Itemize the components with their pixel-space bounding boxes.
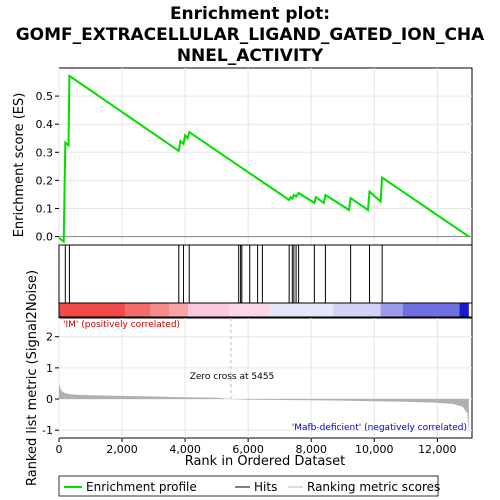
chart-title-line-1: Enrichment plot:	[170, 4, 330, 24]
metric-panel-frame	[58, 317, 473, 439]
color-bar-segment	[59, 303, 126, 317]
hits-panel-frame	[58, 244, 473, 304]
es-y-tick-label: 0.0	[36, 231, 54, 244]
es-y-axis-label: Enrichment score (ES)	[12, 93, 27, 238]
x-tick-label: 2,000	[106, 443, 138, 456]
legend-profile-label: Enrichment profile	[86, 480, 197, 494]
x-tick-label: 0	[56, 443, 63, 456]
metric-y-tick-label: 1	[46, 362, 53, 375]
es-y-ticks: 0.0 0.1 0.2 0.3 0.4 0.5	[36, 90, 59, 244]
es-profile-line	[58, 74, 470, 244]
es-y-tick-label: 0.3	[36, 146, 54, 159]
metric-y-tick-label: -1	[42, 424, 53, 437]
chart-title-line-2: GOMF_EXTRACELLULAR_LIGAND_GATED_ION_CHA	[16, 25, 485, 45]
correlation-color-bar	[58, 302, 473, 318]
color-bar-segment	[169, 303, 189, 317]
metric-y-tick-label: 2	[46, 331, 53, 344]
legend-metric-label: Ranking metric scores	[307, 480, 440, 494]
legend-box	[58, 475, 439, 497]
positive-correlation-label: 'IM' (positively correlated)	[63, 320, 180, 330]
color-bar-segment	[402, 303, 460, 317]
hit-markers	[64, 245, 383, 303]
x-tick-label: 10,000	[355, 443, 394, 456]
es-panel-frame	[58, 67, 473, 246]
es-y-tick-label: 0.2	[36, 174, 54, 187]
color-bar-segment	[229, 303, 271, 317]
color-bar-frame	[58, 302, 473, 318]
color-bar-segment	[150, 303, 170, 317]
color-bar-segment	[459, 303, 469, 317]
color-bar-segment	[188, 303, 230, 317]
metric-y-axis-label: Ranked list metric (Signal2Noise)	[25, 270, 40, 486]
metric-y-tick-label: 0	[46, 393, 53, 406]
x-tick-label: 8,000	[295, 443, 327, 456]
metric-y-ticks: -1 0 1 2	[42, 331, 59, 437]
x-tick-label: 6,000	[232, 443, 264, 456]
color-bar-segment	[333, 303, 381, 317]
legend-hits-label: Hits	[254, 480, 277, 494]
x-tick-label: 4,000	[169, 443, 201, 456]
zero-cross-label: Zero cross at 5455	[190, 372, 275, 382]
negative-correlation-label: 'Mafb-deficient' (negatively correlated)	[292, 423, 467, 433]
color-bar-segment	[380, 303, 403, 317]
color-bar-segment	[270, 303, 334, 317]
es-y-tick-label: 0.4	[36, 118, 54, 131]
es-y-tick-label: 0.1	[36, 202, 54, 215]
es-y-tick-label: 0.5	[36, 90, 54, 103]
x-axis-label: Rank in Ordered Dataset	[185, 454, 346, 469]
x-axis-ticks: 0 2,000 4,000 6,000 8,000 10,000 12,000	[56, 438, 457, 456]
color-bar-segment	[125, 303, 151, 317]
x-tick-label: 12,000	[418, 443, 457, 456]
chart-title-line-3: NNEL_ACTIVITY	[177, 46, 324, 66]
